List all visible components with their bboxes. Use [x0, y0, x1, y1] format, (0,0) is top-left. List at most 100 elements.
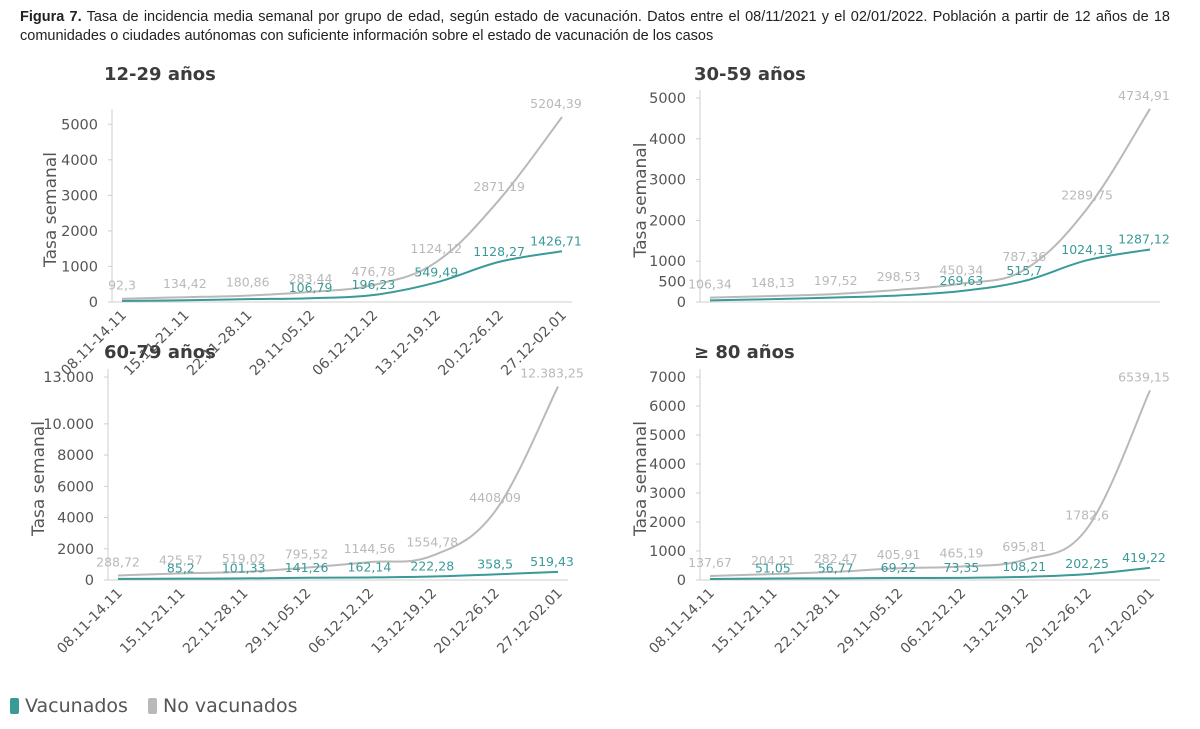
x-tick-label: 29.11-05.12 — [247, 308, 319, 380]
data-label: 106,34 — [688, 277, 732, 292]
y-tick-label: 2000 — [57, 542, 94, 558]
data-label: 162,14 — [348, 559, 392, 574]
y-tick-label: 1000 — [61, 259, 98, 275]
y-axis-title: Tasa semanal — [631, 421, 651, 537]
data-label: 298,53 — [877, 269, 921, 284]
x-tick-label: 29.11-05.12 — [835, 586, 907, 658]
x-tick-label: 20.12-26.12 — [431, 586, 503, 658]
data-label: 787,36 — [1002, 249, 1046, 264]
y-tick-label: 4000 — [57, 511, 94, 527]
legend-label-vacunados: Vacunados — [25, 695, 128, 717]
data-label: 405,91 — [877, 547, 921, 562]
data-label: 196,23 — [352, 277, 396, 292]
y-tick-label: 5000 — [649, 91, 686, 107]
figure-caption: Figura 7. Tasa de incidencia media seman… — [20, 8, 1170, 46]
data-label: 1124,12 — [410, 241, 462, 256]
x-tick-label: 22.11-28.11 — [180, 586, 252, 658]
y-tick-label: 6000 — [649, 399, 686, 415]
x-tick-label: 20.12-26.12 — [1023, 586, 1095, 658]
series-line-no-vacunados — [121, 116, 563, 300]
y-axis-title: Tasa semanal — [41, 152, 61, 268]
series-line-no-vacunados — [709, 389, 1151, 578]
data-label: 1554,78 — [406, 535, 458, 550]
data-label: 222,28 — [410, 559, 454, 574]
data-label: 85,2 — [167, 561, 195, 576]
x-tick-label: 15.11-21.11 — [709, 586, 781, 658]
legend: Vacunados No vacunados — [10, 695, 312, 719]
y-tick-label: 5000 — [649, 428, 686, 444]
y-tick-label: 10.000 — [43, 417, 94, 433]
x-tick-label: 08.11-14.11 — [646, 586, 718, 658]
x-tick-label: 27.12-02.01 — [1086, 586, 1158, 658]
x-tick-label: 13.12-19.12 — [369, 586, 441, 658]
series-line-no-vacunados — [709, 108, 1151, 299]
data-label: 1426,71 — [530, 233, 582, 248]
series-line-no-vacunados — [117, 386, 559, 577]
y-tick-label: 4000 — [649, 457, 686, 473]
data-label: 795,52 — [285, 547, 329, 562]
figure-caption-text: Tasa de incidencia media semanal por gru… — [20, 9, 1170, 44]
x-tick-label: 20.12-26.12 — [435, 308, 507, 380]
y-axis-title: Tasa semanal — [29, 421, 49, 537]
data-label: 106,79 — [289, 280, 333, 295]
data-label: 425,57 — [159, 552, 203, 567]
x-tick-label: 06.12-12.12 — [310, 308, 382, 380]
legend-swatch-no-vacunados — [147, 698, 157, 714]
y-tick-label: 5000 — [61, 117, 98, 133]
y-tick-label: 0 — [89, 295, 98, 311]
data-label: 695,81 — [1002, 539, 1046, 554]
data-label: 450,34 — [940, 263, 984, 278]
y-tick-label: 8000 — [57, 448, 94, 464]
series-line-vacunados — [121, 250, 563, 302]
data-label: 51,05 — [755, 561, 791, 576]
data-label: 56,77 — [818, 560, 854, 575]
y-tick-label: 0 — [677, 573, 686, 589]
series-line-vacunados — [709, 566, 1151, 580]
y-tick-label: 1000 — [649, 254, 686, 270]
data-label: 288,72 — [96, 554, 140, 569]
x-tick-label: 15.11-21.11 — [117, 586, 189, 658]
data-label: 108,21 — [1002, 559, 1046, 574]
data-label: 12.383,25 — [520, 366, 584, 381]
data-label: 1144,56 — [344, 541, 396, 556]
x-tick-label: 22.11-28.11 — [184, 308, 256, 380]
data-label: 180,86 — [226, 275, 270, 290]
series-line-vacunados — [117, 570, 559, 580]
data-label: 283,44 — [289, 271, 333, 286]
x-tick-label: 15.11-21.11 — [121, 308, 193, 380]
data-label: 282,47 — [814, 551, 858, 566]
data-label: 5204,39 — [530, 96, 582, 111]
y-tick-label: 1000 — [649, 544, 686, 560]
y-tick-label: 500 — [658, 275, 686, 291]
data-label: 202,25 — [1065, 556, 1109, 571]
data-label: 6539,15 — [1118, 369, 1170, 384]
x-tick-label: 06.12-12.12 — [306, 586, 378, 658]
data-label: 515,7 — [1006, 263, 1042, 278]
y-tick-label: 0 — [677, 295, 686, 311]
legend-item-no-vacunados: No vacunados — [147, 695, 298, 717]
data-label: 4734,91 — [1118, 88, 1170, 103]
y-axis-title: Tasa semanal — [631, 143, 651, 259]
y-tick-label: 6000 — [57, 479, 94, 495]
data-label: 269,63 — [940, 273, 984, 288]
data-label: 137,67 — [688, 555, 732, 570]
data-label: 465,19 — [940, 546, 984, 561]
data-label: 148,13 — [751, 275, 795, 290]
x-tick-label: 13.12-19.12 — [961, 586, 1033, 658]
data-label: 1287,12 — [1118, 231, 1170, 246]
data-label: 134,42 — [163, 276, 207, 291]
data-label: 519,43 — [530, 554, 574, 569]
figure-label: Figura 7. — [20, 9, 82, 25]
panel-title-60-79: 60-79 años — [104, 342, 216, 363]
data-label: 358,5 — [477, 556, 513, 571]
y-tick-label: 2000 — [649, 213, 686, 229]
y-tick-label: 4000 — [61, 153, 98, 169]
data-label: 2871,19 — [473, 179, 525, 194]
y-tick-label: 3000 — [649, 173, 686, 189]
data-label: 549,49 — [414, 264, 458, 279]
x-tick-label: 27.12-02.01 — [494, 586, 566, 658]
data-label: 204,21 — [751, 553, 795, 568]
y-tick-label: 7000 — [649, 370, 686, 386]
data-label: 476,78 — [352, 264, 396, 279]
data-label: 1024,13 — [1061, 242, 1113, 257]
